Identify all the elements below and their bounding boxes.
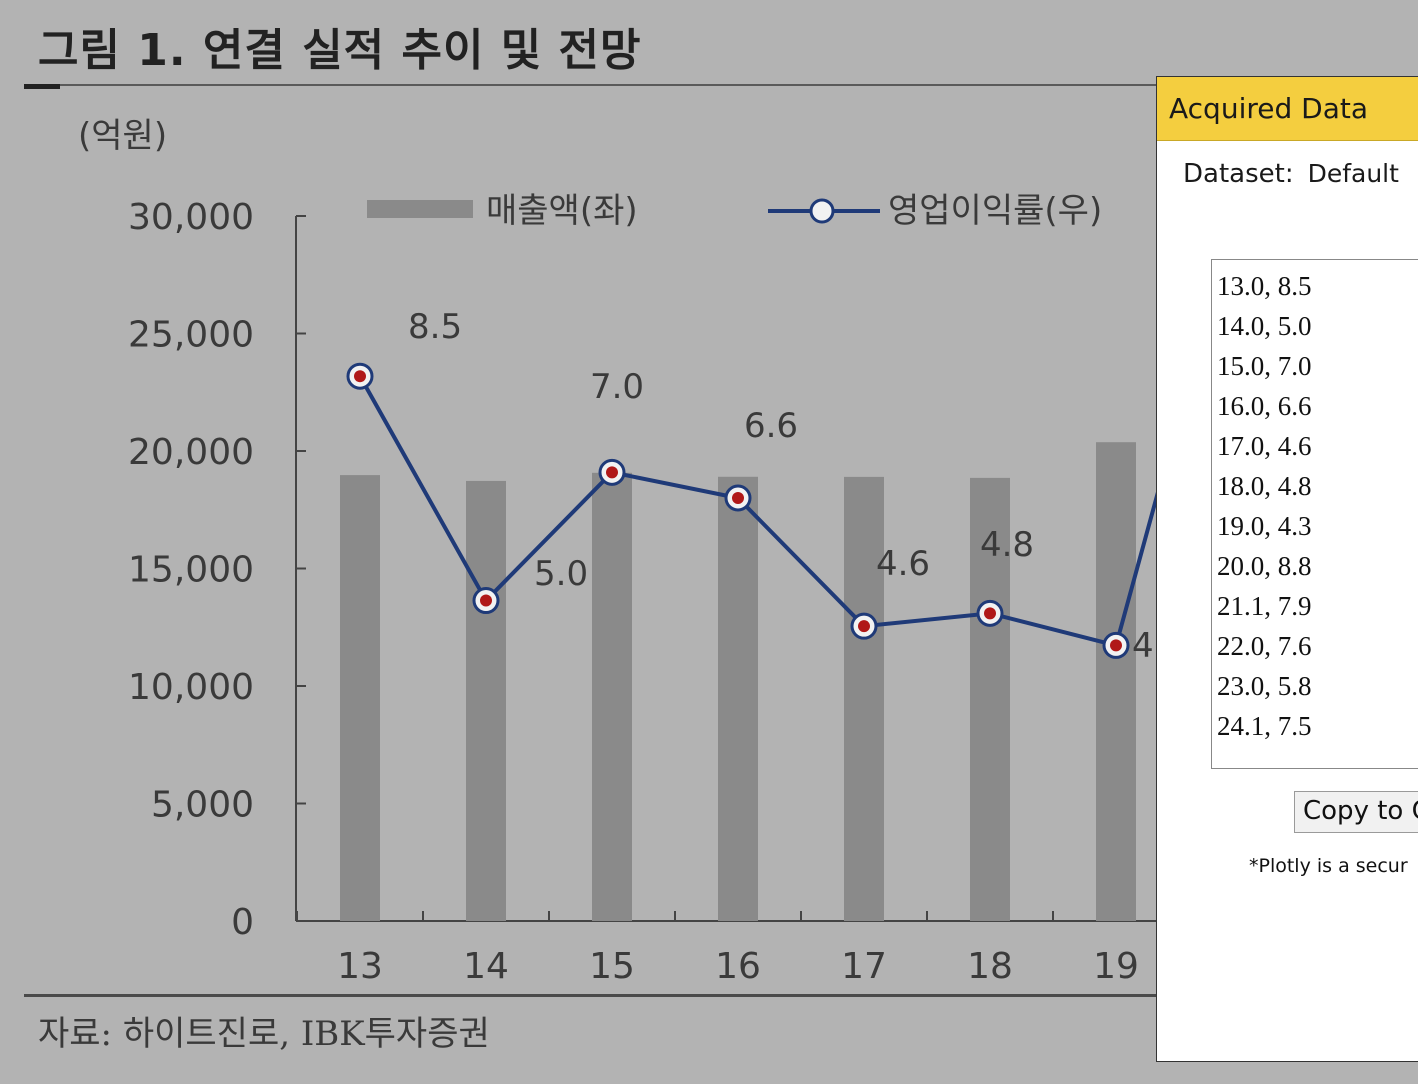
data-row: 15.0, 7.0 [1217,351,1312,381]
legend-marker-margin [809,198,835,224]
dialog-title: Acquired Data [1157,77,1418,141]
x-tick-label: 15 [589,946,635,987]
source-note: 자료: 하이트진로, IBK투자증권 [38,1014,490,1054]
dataset-select[interactable]: Default [1307,159,1399,188]
y-tick-label: 30,000 [128,197,254,238]
x-tick-label: 18 [967,946,1013,987]
bar-revenue [592,472,632,921]
y-tick-label: 0 [231,902,254,943]
data-row: 20.0, 8.8 [1217,551,1312,581]
footnote: *Plotly is a secur [1249,855,1408,877]
bar-revenue [340,475,380,921]
margin-marker-dot [1110,639,1122,652]
legend-label-revenue: 매출액(좌) [486,191,638,231]
x-tick-label: 19 [1093,946,1139,987]
y-tick-label: 15,000 [128,550,254,591]
data-textarea[interactable]: 13.0, 8.5 14.0, 5.0 15.0, 7.0 16.0, 6.6 17.0… [1211,259,1418,769]
data-label: 6.6 [744,406,798,446]
x-tick-label: 17 [841,946,887,987]
legend-swatch-revenue [367,200,473,218]
margin-marker-dot [606,466,618,479]
dataset-label: Dataset: [1183,159,1294,189]
x-tick-label: 13 [337,946,383,987]
y-tick-label: 5,000 [151,785,254,826]
top-rule [24,84,1418,86]
margin-marker-dot [354,370,366,383]
bar-revenue [718,476,758,921]
bottom-rule [24,994,1418,997]
x-tick-label: 14 [463,946,509,987]
margin-marker-dot [732,492,744,504]
data-label: 7.0 [590,367,644,407]
acquired-data-dialog: Acquired Data Dataset: Default 13.0, 8.5 1… [1156,76,1418,1062]
x-tick-label: 16 [715,946,761,987]
data-row: 16.0, 6.6 [1217,391,1312,421]
bar-revenue [466,480,506,921]
line-operating-margin [358,356,1197,648]
margin-marker-dot [480,594,492,607]
data-label: 8.5 [408,307,462,347]
unit-label: (억원) [78,116,168,156]
y-tick-label: 20,000 [128,432,254,473]
data-label: 5.0 [534,554,588,594]
top-rule-accent [24,84,60,89]
data-label: 4 [1132,626,1154,666]
data-label: 4.8 [980,525,1034,565]
y-tick-label: 25,000 [128,315,254,356]
data-row: 23.0, 5.8 [1217,671,1312,701]
figure-title: 그림 1. 연결 실적 추이 및 전망 [38,25,642,76]
data-row: 19.0, 4.3 [1217,511,1312,541]
margin-marker-dot [984,607,996,620]
dataset-row: Dataset: Default [1183,159,1399,189]
margin-marker-dot [858,620,870,633]
bar-revenue [844,476,884,921]
copy-button[interactable]: Copy to C [1294,791,1418,833]
data-row: 18.0, 4.8 [1217,471,1312,501]
bar-revenue [970,477,1010,921]
data-row: 13.0, 8.5 [1217,271,1312,301]
bar-revenue [1096,442,1136,921]
chart-area: 30,000 25,000 20,000 15,000 10,000 5,000 0 13 14… [128,191,1197,987]
data-row: 17.0, 4.6 [1217,431,1312,461]
data-row: 21.1, 7.9 [1217,591,1312,621]
data-row: 14.0, 5.0 [1217,311,1312,341]
data-label: 4.6 [876,544,930,584]
data-row: 22.0, 7.6 [1217,631,1312,661]
y-tick-label: 10,000 [128,667,254,708]
data-row: 24.1, 7.5 [1217,711,1312,741]
legend-label-margin: 영업이익률(우) [888,191,1102,231]
